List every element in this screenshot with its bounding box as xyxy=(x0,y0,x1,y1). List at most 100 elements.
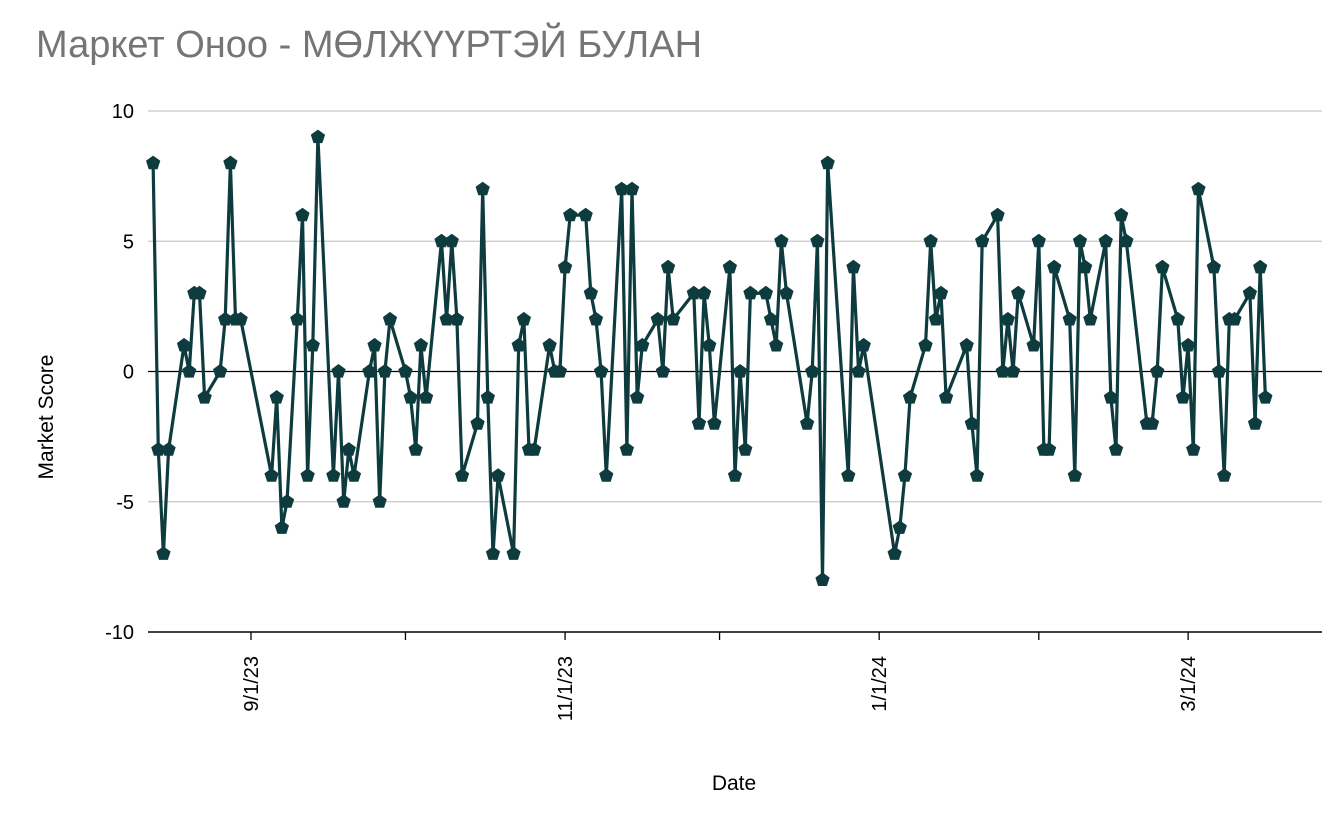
chart-title: Маркет Оноо - МӨЛЖҮҮРТЭЙ БУЛАН xyxy=(36,24,703,66)
data-point-marker xyxy=(264,468,279,482)
data-point-marker xyxy=(511,337,526,352)
data-point-marker xyxy=(722,259,737,274)
data-point-marker xyxy=(995,364,1010,378)
series-line xyxy=(151,137,1267,580)
data-point-marker xyxy=(743,285,758,300)
data-point-marker xyxy=(820,155,835,170)
data-point-marker xyxy=(527,442,542,456)
data-point-marker xyxy=(614,181,629,196)
data-point-marker xyxy=(408,442,423,456)
data-point-marker xyxy=(1258,390,1273,404)
data-point-marker xyxy=(403,390,418,404)
data-point-marker xyxy=(1078,259,1093,274)
data-point-marker xyxy=(1155,259,1170,274)
data-point-marker xyxy=(902,390,918,404)
x-tick-label: 3/1/24 xyxy=(1178,656,1200,712)
data-point-marker xyxy=(594,364,609,378)
data-point-marker xyxy=(563,207,578,222)
data-point-marker xyxy=(635,337,650,352)
data-point-marker xyxy=(1206,259,1221,274)
data-point-marker xyxy=(851,364,866,378)
data-point-marker xyxy=(800,416,815,430)
data-point-marker xyxy=(1067,468,1082,482)
data-point-marker xyxy=(382,311,398,326)
data-point-marker xyxy=(619,442,634,456)
data-point-marker xyxy=(1114,207,1129,222)
data-point-marker xyxy=(418,390,434,404)
data-point-marker xyxy=(769,337,784,352)
data-point-marker xyxy=(846,259,861,274)
data-point-marker xyxy=(1247,416,1263,430)
data-point-marker xyxy=(305,337,320,352)
data-point-marker xyxy=(1253,259,1268,274)
data-point-marker xyxy=(176,337,192,352)
data-point-marker xyxy=(918,337,933,352)
data-point-marker xyxy=(697,285,712,300)
data-point-marker xyxy=(455,468,470,482)
data-point-marker xyxy=(197,390,212,404)
data-point-marker xyxy=(686,285,701,300)
data-point-marker xyxy=(841,468,856,482)
data-point-marker xyxy=(146,155,161,170)
data-point-marker xyxy=(480,390,495,404)
data-point-marker xyxy=(331,364,346,378)
y-tick-label: 5 xyxy=(123,231,134,253)
data-point-marker xyxy=(630,390,645,404)
data-point-marker xyxy=(223,155,238,170)
data-point-marker xyxy=(1011,285,1026,300)
data-point-marker xyxy=(362,364,377,378)
data-point-marker xyxy=(691,416,707,430)
data-point-marker xyxy=(434,233,449,248)
data-point-marker xyxy=(1000,311,1015,326)
data-point-marker xyxy=(192,285,207,300)
data-point-marker xyxy=(964,416,979,430)
data-point-marker xyxy=(182,364,197,378)
data-point-marker xyxy=(1175,390,1191,404)
data-point-marker xyxy=(290,311,305,326)
data-point-marker xyxy=(1047,259,1062,274)
data-point-marker xyxy=(774,233,789,248)
data-point-marker xyxy=(341,442,356,456)
data-point-marker xyxy=(1181,337,1196,352)
data-point-marker xyxy=(892,520,907,534)
x-axis: 9/1/23 11/1/23 1/1/24 3/1/24 xyxy=(148,631,1322,721)
data-point-marker xyxy=(1119,233,1134,248)
data-point-marker xyxy=(1098,233,1113,248)
data-point-marker xyxy=(707,416,722,430)
data-point-marker xyxy=(449,311,465,326)
series-group xyxy=(146,129,1273,586)
data-point-marker xyxy=(295,207,310,222)
y-tick-label: -10 xyxy=(105,622,134,644)
data-point-marker xyxy=(624,181,640,196)
data-point-marker xyxy=(367,337,382,352)
data-point-marker xyxy=(557,259,573,274)
data-point-marker xyxy=(506,546,521,560)
data-point-marker xyxy=(552,364,568,378)
data-point-marker xyxy=(213,364,228,378)
x-axis-label: Date xyxy=(712,772,756,795)
y-axis-label: Market Score xyxy=(35,355,58,480)
data-point-marker xyxy=(300,468,315,482)
data-point-marker xyxy=(1227,311,1242,326)
data-point-marker xyxy=(439,311,454,326)
data-point-marker xyxy=(815,572,830,586)
data-point-marker xyxy=(779,285,794,300)
data-point-marker xyxy=(1042,442,1057,456)
data-point-marker xyxy=(279,494,295,508)
data-point-marker xyxy=(990,207,1005,222)
data-point-marker xyxy=(1031,233,1046,248)
data-point-marker xyxy=(959,337,974,352)
data-point-marker xyxy=(1083,311,1098,326)
data-point-marker xyxy=(444,233,459,248)
data-point-marker xyxy=(1144,416,1160,430)
data-point-marker xyxy=(923,233,938,248)
data-point-marker xyxy=(733,364,748,378)
data-point-marker xyxy=(928,311,943,326)
x-tick-label: 11/1/23 xyxy=(555,656,577,721)
data-point-marker xyxy=(516,311,531,326)
data-point-marker xyxy=(738,442,753,456)
data-point-marker xyxy=(413,337,428,352)
data-point-marker xyxy=(660,259,676,274)
data-point-marker xyxy=(1026,337,1041,352)
data-point-marker xyxy=(655,364,670,378)
